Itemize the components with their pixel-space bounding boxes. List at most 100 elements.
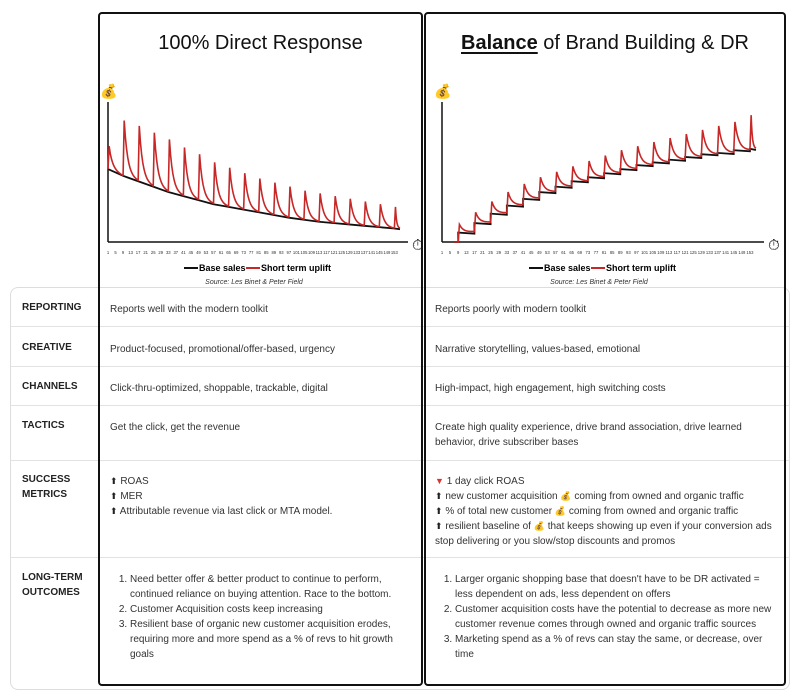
- x-tick-label: 41: [521, 250, 526, 255]
- legend-label: Short term uplift: [261, 263, 331, 273]
- x-tick-label: 153: [746, 250, 754, 255]
- arrow-up-icon: ⬆: [435, 521, 443, 531]
- x-tick-label: 117: [674, 250, 681, 255]
- outcome-item: Larger organic shopping base that doesn'…: [455, 572, 778, 602]
- outcome-item: Customer Acquisition costs keep increasi…: [130, 602, 413, 617]
- x-tick-label: 137: [714, 250, 722, 255]
- metric-item: ⬆ % of total new customer 💰 coming from …: [435, 504, 780, 519]
- x-tick-label: 29: [158, 250, 163, 255]
- cell-creative: Product-focused, promotional/offer-based…: [110, 344, 335, 355]
- row-label-reporting: REPORTING: [22, 302, 82, 313]
- panel-title: Balance of Brand Building & DR: [426, 32, 784, 55]
- stopwatch-icon: ⏱: [412, 237, 421, 254]
- x-tick-label: 121: [331, 250, 339, 255]
- x-tick-label: 97: [634, 250, 639, 255]
- x-tick-label: 133: [353, 250, 361, 255]
- short-term-uplift-line: [107, 120, 401, 229]
- x-tick-label: 125: [338, 250, 346, 255]
- row-divider: [10, 326, 790, 327]
- x-tick-label: 105: [300, 250, 308, 255]
- x-tick-label: 73: [586, 250, 591, 255]
- x-tick-label: 141: [368, 250, 376, 255]
- stopwatch-icon: ⏱: [768, 237, 780, 254]
- metric-text: % of total new customer: [445, 506, 555, 517]
- x-tick-label: 53: [545, 250, 550, 255]
- x-tick-label: 101: [293, 250, 301, 255]
- cell-reporting: Reports well with the modern toolkit: [110, 304, 268, 315]
- x-tick-label: 13: [128, 250, 133, 255]
- outcome-item: Need better offer & better product to co…: [130, 572, 413, 602]
- x-tick-label: 149: [738, 250, 746, 255]
- arrow-up-icon: ⬆: [110, 491, 118, 501]
- x-tick-label: 93: [279, 250, 284, 255]
- x-tick-label: 5: [449, 250, 452, 255]
- x-tick-label: 153: [391, 250, 399, 255]
- cell-success-metrics: ▼ 1 day click ROAS ⬆ new customer acquis…: [435, 474, 780, 549]
- x-tick-label: 73: [241, 250, 246, 255]
- x-tick-label: 129: [346, 250, 354, 255]
- panel-direct-response: 100% Direct Response 💰 ⏱ 1 5 9 13 17 21 25 29 33 37…: [98, 12, 423, 686]
- arrow-up-icon: ⬆: [110, 506, 118, 516]
- x-tick-label: 9: [457, 250, 460, 255]
- x-tick-label: 45: [529, 250, 534, 255]
- row-divider: [10, 366, 790, 367]
- x-tick-label: 81: [256, 250, 261, 255]
- x-tick-label: 49: [537, 250, 542, 255]
- x-tick-label: 49: [196, 250, 201, 255]
- x-tick-label: 113: [316, 250, 323, 255]
- arrow-down-icon: ▼: [435, 476, 444, 486]
- metric-text: Attributable revenue via last click or M…: [119, 506, 333, 517]
- metric-text: coming from owned and organic traffic: [568, 506, 739, 517]
- cell-channels: Click-thru-optimized, shoppable, trackab…: [110, 383, 328, 394]
- row-divider: [10, 405, 790, 406]
- short-term-uplift-line: [454, 115, 757, 243]
- cell-creative: Narrative storytelling, values-based, em…: [435, 344, 641, 355]
- x-tick-label: 61: [561, 250, 566, 255]
- metric-text: 1 day click ROAS: [446, 476, 525, 487]
- x-tick-label: 145: [730, 250, 738, 255]
- x-tick-label: 85: [610, 250, 615, 255]
- label-line: LONG-TERM: [22, 572, 83, 583]
- cell-success-metrics: ⬆ ROAS ⬆ MER ⬆ Attributable revenue via …: [110, 474, 415, 519]
- arrow-up-icon: ⬆: [435, 491, 443, 501]
- outcome-item: Marketing spend as a % of revs can stay …: [455, 632, 778, 662]
- arrow-up-icon: ⬆: [435, 506, 443, 516]
- x-tick-label: 37: [513, 250, 518, 255]
- x-tick-label: 109: [657, 250, 665, 255]
- legend-label: Base sales: [544, 263, 591, 273]
- x-tick-label: 37: [173, 250, 178, 255]
- row-divider: [10, 557, 790, 558]
- x-tick-label: 89: [271, 250, 276, 255]
- x-tick-label: 21: [143, 250, 148, 255]
- x-tick-label: 85: [264, 250, 269, 255]
- cell-channels: High-impact, high engagement, high switc…: [435, 383, 666, 394]
- x-tick-label: 57: [211, 250, 216, 255]
- x-tick-label: 77: [249, 250, 254, 255]
- x-tick-label: 145: [376, 250, 384, 255]
- row-label-creative: CREATIVE: [22, 342, 72, 353]
- x-tick-label: 9: [122, 250, 125, 255]
- title-emphasis: Balance: [461, 32, 538, 54]
- x-tick-label: 77: [594, 250, 599, 255]
- x-tick-label: 1: [441, 250, 444, 255]
- legend-label: Short term uplift: [606, 263, 676, 273]
- metric-item: ▼ 1 day click ROAS: [435, 474, 780, 489]
- x-tick-label: 133: [706, 250, 714, 255]
- metric-item: ⬆ new customer acquisition 💰 coming from…: [435, 489, 780, 504]
- x-tick-label: 45: [189, 250, 194, 255]
- x-tick-label: 17: [472, 250, 477, 255]
- chart-source: Source: Les Binet & Peter Field: [205, 279, 304, 286]
- metric-item: ⬆ resilient baseline of 💰 that keeps sho…: [435, 519, 780, 549]
- money-bag-icon: 💰: [554, 506, 567, 516]
- x-tick-label: 69: [234, 250, 239, 255]
- x-tick-label: 129: [698, 250, 706, 255]
- label-line: METRICS: [22, 489, 67, 500]
- x-tick-label: 17: [136, 250, 141, 255]
- money-bag-icon: 💰: [533, 521, 545, 531]
- money-bag-icon: 💰: [100, 83, 117, 100]
- label-line: OUTCOMES: [22, 587, 80, 598]
- money-bag-icon: 💰: [560, 491, 572, 501]
- x-tick-label: 101: [641, 250, 649, 255]
- x-tick-label: 81: [602, 250, 607, 255]
- row-label-success-metrics: SUCCESS METRICS: [22, 472, 70, 502]
